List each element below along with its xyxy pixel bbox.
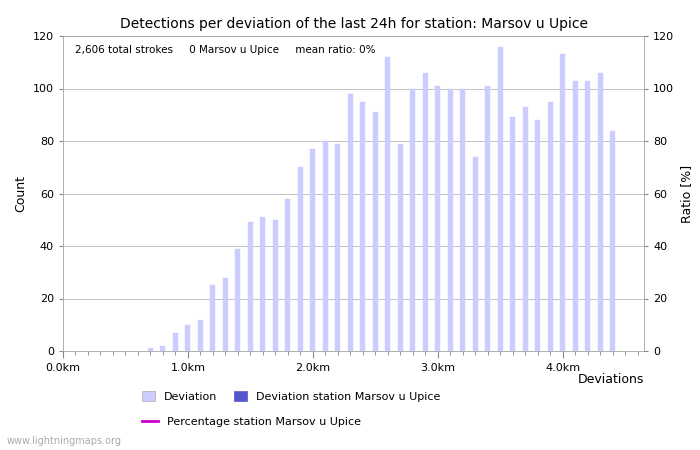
Y-axis label: Count: Count <box>14 175 27 212</box>
Bar <box>160 346 165 351</box>
Bar <box>211 285 216 351</box>
Bar <box>536 120 540 351</box>
Bar <box>173 333 178 351</box>
Bar <box>410 89 415 351</box>
Bar <box>448 89 453 351</box>
Bar <box>273 220 278 351</box>
Bar <box>360 102 365 351</box>
Bar <box>335 144 340 351</box>
Bar <box>560 54 566 351</box>
Bar <box>485 86 490 351</box>
Bar <box>198 320 203 351</box>
Bar <box>398 144 403 351</box>
Bar <box>498 46 503 351</box>
Text: Deviations: Deviations <box>578 373 644 386</box>
Bar <box>386 57 391 351</box>
Bar <box>310 149 316 351</box>
Y-axis label: Ratio [%]: Ratio [%] <box>680 164 693 223</box>
Bar <box>610 130 615 351</box>
Bar <box>186 325 190 351</box>
Bar <box>473 157 478 351</box>
Bar <box>573 81 577 351</box>
Legend: Percentage station Marsov u Upice: Percentage station Marsov u Upice <box>139 413 365 430</box>
Bar <box>598 73 603 351</box>
Bar <box>298 167 303 351</box>
Bar <box>260 217 265 351</box>
Bar <box>148 348 153 351</box>
Bar <box>523 107 528 351</box>
Bar <box>510 117 515 351</box>
Bar <box>235 248 240 351</box>
Text: 2,606 total strokes     0 Marsov u Upice     mean ratio: 0%: 2,606 total strokes 0 Marsov u Upice mea… <box>75 45 375 55</box>
Bar <box>248 222 253 351</box>
Bar <box>423 73 428 351</box>
Bar <box>585 81 590 351</box>
Bar <box>323 141 328 351</box>
Bar <box>223 278 228 351</box>
Bar <box>348 94 353 351</box>
Bar <box>373 112 378 351</box>
Title: Detections per deviation of the last 24h for station: Marsov u Upice: Detections per deviation of the last 24h… <box>120 17 587 31</box>
Text: www.lightningmaps.org: www.lightningmaps.org <box>7 436 122 446</box>
Bar <box>461 89 466 351</box>
Bar <box>548 102 553 351</box>
Bar <box>286 199 290 351</box>
Bar <box>435 86 440 351</box>
